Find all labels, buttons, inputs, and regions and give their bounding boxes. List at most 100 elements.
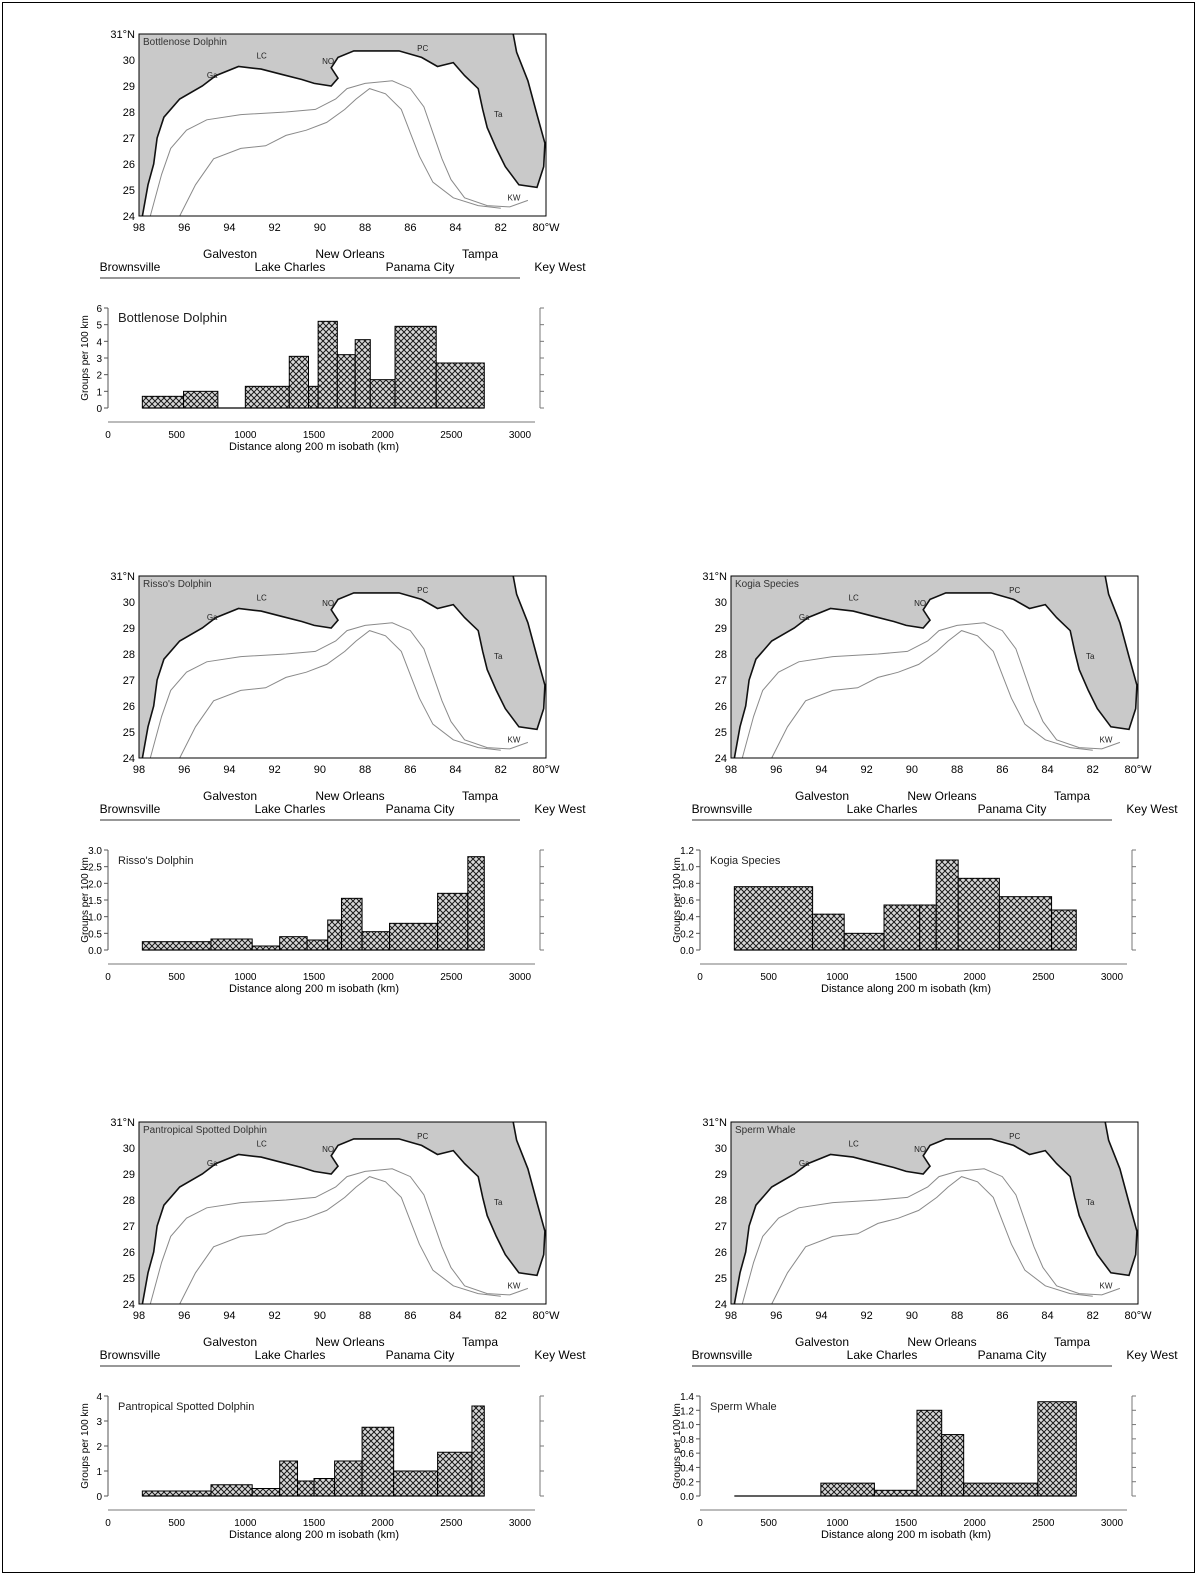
histogram-bar [919, 904, 937, 951]
lat-tick-label: 25 [123, 1273, 135, 1285]
y-tick-label: 0.8 [680, 1435, 694, 1446]
histogram-bar [1051, 909, 1077, 951]
map-border [138, 1121, 547, 1305]
site-label: Ga [207, 1159, 218, 1168]
site-label: KW [508, 193, 521, 202]
x-tick-label: 2500 [440, 430, 463, 441]
city-label: Key West [534, 260, 586, 274]
city-label: Lake Charles [255, 1348, 326, 1362]
city-label: Brownsville [692, 1348, 753, 1362]
histogram-bar [998, 896, 1053, 951]
lat-tick-label: 25 [715, 1273, 727, 1285]
lat-tick-label: 24 [123, 1299, 135, 1311]
coastline [141, 575, 546, 759]
lat-tick-label: 29 [123, 1169, 135, 1181]
x-tick-label: 2000 [964, 972, 987, 983]
land-area [731, 576, 1138, 758]
isobath-200m [149, 622, 529, 759]
y-tick-label: 1.4 [680, 1392, 694, 1403]
y-tick-label: 0.4 [680, 913, 694, 924]
histogram-bar [279, 936, 308, 951]
city-label: New Orleans [315, 247, 384, 261]
city-axis: Galveston New Orleans Tampa Brownsville Lake… [100, 789, 586, 821]
lon-tick-label: 82 [495, 222, 507, 234]
lon-tick-label: 94 [223, 1310, 235, 1322]
site-label: NO [914, 599, 926, 608]
lon-tick-label: 98 [725, 764, 737, 776]
histogram-bar [941, 1434, 965, 1497]
map-border [730, 575, 1139, 759]
histogram-bar [141, 941, 212, 951]
histogram-bar [843, 932, 885, 951]
site-label: Ta [494, 1198, 503, 1207]
city-label: Tampa [462, 247, 498, 261]
lon-tick-label: 86 [404, 764, 416, 776]
x-tick-label: 2500 [1032, 972, 1055, 983]
coastline [141, 33, 546, 217]
lon-tick-label: 88 [951, 764, 963, 776]
lat-tick-label: 25 [123, 727, 135, 739]
lon-tick-label: 96 [178, 1310, 190, 1322]
histogram-bar [183, 390, 219, 409]
histogram-bar [327, 919, 342, 951]
y-axis-label: Groups per 100 km [80, 315, 91, 401]
lat-tick-label: 24 [715, 1299, 727, 1311]
map-border [138, 575, 547, 759]
y-tick-label: 0 [96, 1492, 102, 1503]
site-label: PC [1009, 1132, 1020, 1141]
map-border [138, 33, 547, 217]
coastline [141, 1121, 546, 1305]
map-title: Kogia Species [735, 579, 799, 590]
lat-tick-label: 26 [123, 701, 135, 713]
lon-tick-label: 90 [906, 764, 918, 776]
map-border [730, 1121, 1139, 1305]
x-axis-label: Distance along 200 m isobath (km) [229, 1529, 399, 1541]
chart-title: Sperm Whale [710, 1401, 777, 1413]
x-tick-label: 1500 [303, 972, 326, 983]
x-axis-label: Distance along 200 m isobath (km) [229, 983, 399, 995]
panel-bottlenose-dolphin: 31°N 30 29 28 27 26 25 24 98 96 94 92 90 88 86 84 82 80°W… [80, 20, 586, 453]
x-tick-label: 500 [168, 1518, 185, 1529]
isobath-200m [741, 622, 1121, 759]
x-tick-label: 3000 [509, 972, 532, 983]
x-axis-label: Distance along 200 m isobath (km) [821, 1529, 991, 1541]
city-label: Tampa [462, 789, 498, 803]
x-tick-label: 1000 [234, 972, 257, 983]
city-label: Key West [534, 802, 586, 816]
panel-kogia-species: 31°N 30 29 28 27 26 25 24 98 96 94 92 90 88 86 84 82 80°W… [672, 562, 1178, 995]
x-tick-label: 2500 [440, 1518, 463, 1529]
lon-tick-label: 80°W [1124, 1310, 1152, 1322]
y-tick-label: 6 [96, 304, 102, 315]
city-label: Tampa [1054, 789, 1090, 803]
lon-tick-label: 90 [906, 1310, 918, 1322]
city-label: New Orleans [315, 1335, 384, 1349]
lat-tick-label: 28 [715, 1195, 727, 1207]
x-tick-label: 2000 [372, 972, 395, 983]
city-label: New Orleans [315, 789, 384, 803]
x-tick-label: 3000 [1101, 1518, 1124, 1529]
histogram-bar [306, 939, 329, 951]
histogram-bar [733, 886, 814, 951]
lon-tick-label: 82 [495, 764, 507, 776]
histogram-bar [308, 385, 319, 409]
site-label: Ga [799, 613, 810, 622]
x-tick-label: 1500 [303, 430, 326, 441]
x-tick-label: 1500 [895, 1518, 918, 1529]
city-label: Brownsville [692, 802, 753, 816]
isobath-2000m [179, 88, 501, 217]
y-tick-label: 1.0 [88, 913, 102, 924]
lon-tick-label: 92 [861, 764, 873, 776]
histogram-bar [812, 913, 845, 951]
x-axis-label: Distance along 200 m isobath (km) [821, 983, 991, 995]
lon-tick-label: 96 [178, 764, 190, 776]
site-label: Ga [207, 71, 218, 80]
city-label: Panama City [386, 260, 455, 274]
x-tick-label: 3000 [509, 1518, 532, 1529]
histogram-bar [935, 859, 959, 951]
city-label: Tampa [462, 1335, 498, 1349]
histogram-bar [210, 1484, 253, 1497]
